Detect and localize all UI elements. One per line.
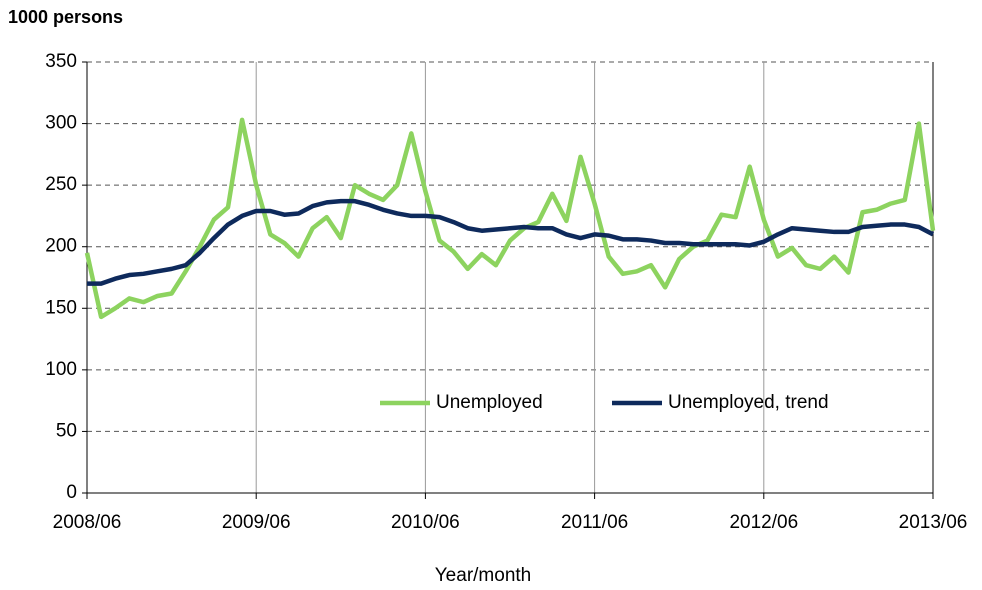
- x-tick-label: 2011/06: [561, 512, 628, 533]
- y-tick-label: 200: [45, 236, 77, 257]
- y-tick-label: 100: [45, 359, 77, 380]
- x-tick-label: 2012/06: [729, 512, 798, 533]
- y-tick-label: 150: [45, 297, 77, 318]
- y-tick-label: 250: [45, 174, 77, 195]
- x-tick-label: 2008/06: [53, 512, 122, 533]
- series-line: [84, 117, 936, 320]
- x-tick-label: 2013/06: [899, 512, 968, 533]
- x-tick-label: 2010/06: [391, 512, 460, 533]
- y-tick-label: 0: [66, 482, 77, 503]
- y-tick-label: 50: [56, 420, 77, 441]
- series-line: [87, 198, 935, 286]
- legend-label: Unemployed, trend: [668, 392, 829, 413]
- legend-label: Unemployed: [436, 392, 543, 413]
- x-tick-label: 2009/06: [222, 512, 291, 533]
- x-axis-label: Year/month: [435, 565, 531, 586]
- y-tick-label: 350: [45, 51, 77, 72]
- y-tick-label: 300: [45, 113, 77, 134]
- y-axis-title: 1000 persons: [8, 7, 123, 27]
